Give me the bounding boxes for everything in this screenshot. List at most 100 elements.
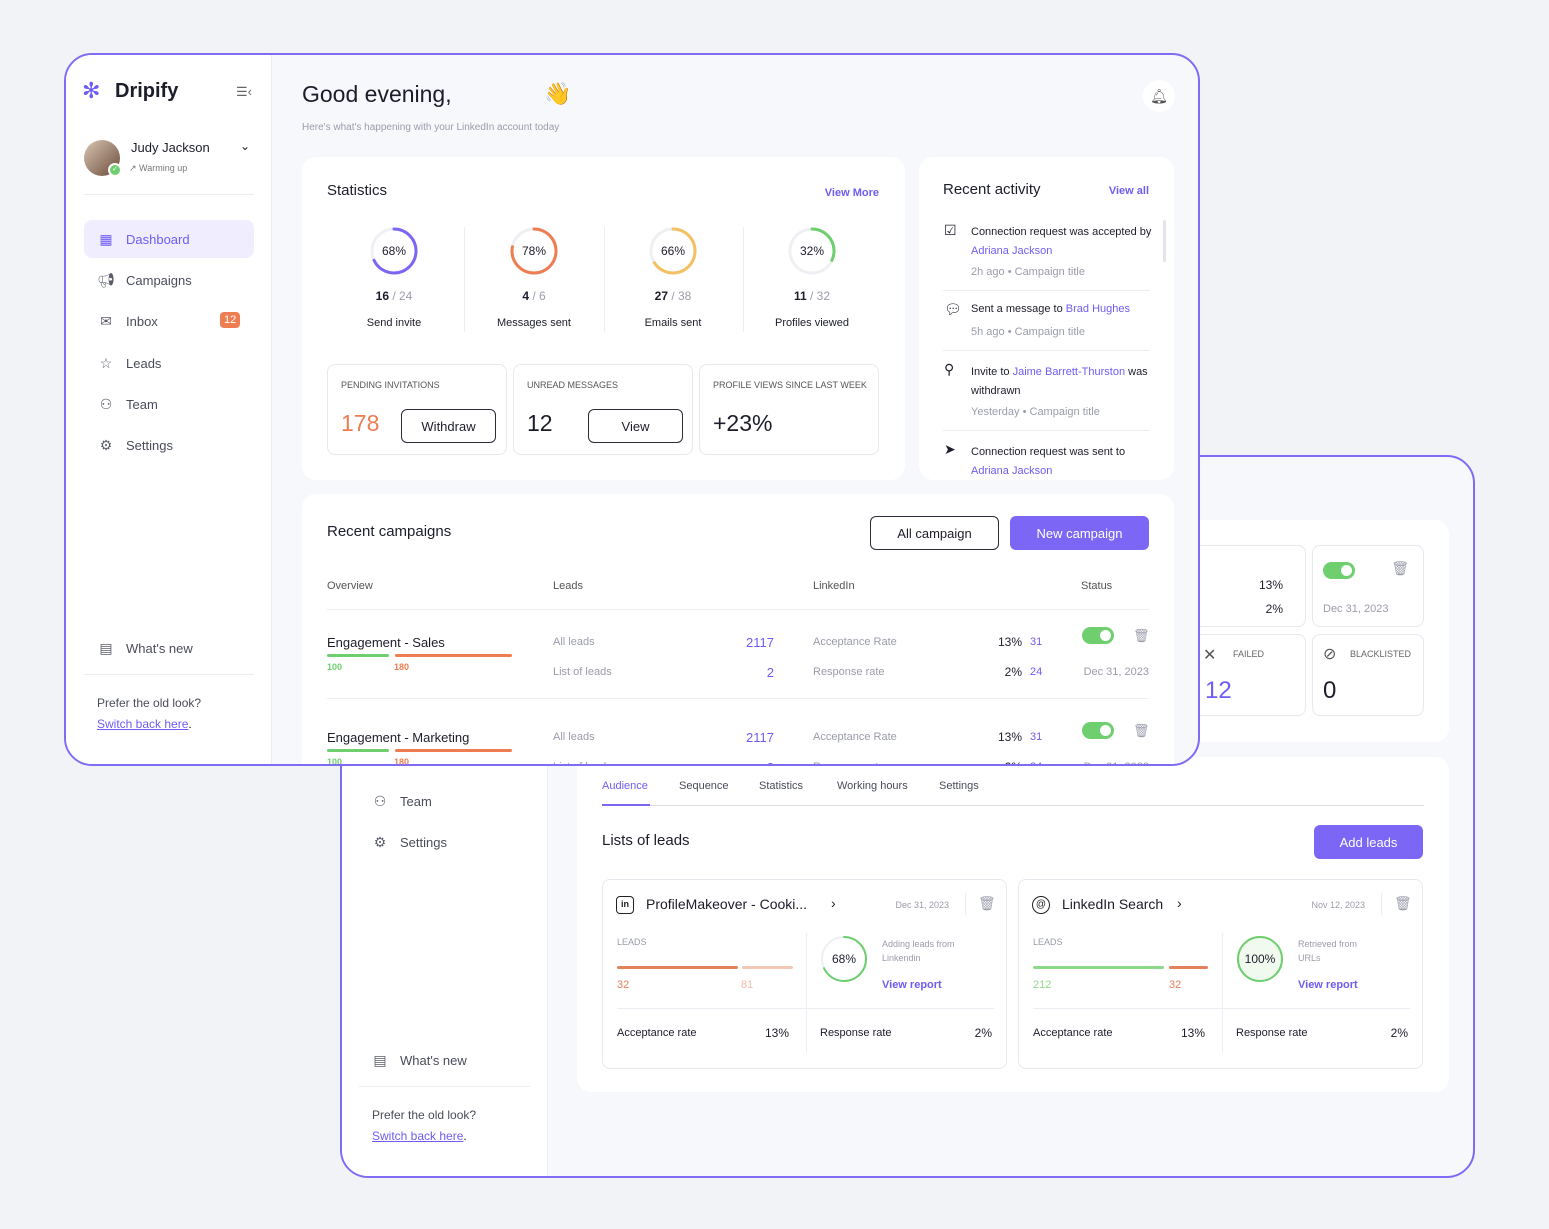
- activity-person[interactable]: Adriana Jackson: [971, 245, 1053, 257]
- activity-item[interactable]: Connection request was sent to Adriana J…: [971, 443, 1156, 480]
- sidebar-item-leads[interactable]: ☆ Leads: [84, 344, 254, 382]
- sidebar-item-inbox[interactable]: ✉ Inbox 12: [84, 302, 254, 340]
- list-leads-value[interactable]: 2: [767, 760, 774, 764]
- trash-icon[interactable]: 🗑: [978, 895, 996, 911]
- shield-check-icon: ✓: [108, 163, 122, 177]
- column-header: LinkedIn: [813, 580, 855, 592]
- activity-item[interactable]: Sent a message to Brad Hughes: [971, 303, 1156, 315]
- all-leads-label: All leads: [553, 636, 595, 648]
- all-campaign-button[interactable]: All campaign: [870, 516, 999, 550]
- campaign-name[interactable]: Engagement - Marketing: [327, 730, 470, 745]
- tab-sequence[interactable]: Sequence: [679, 780, 729, 792]
- new-campaign-button[interactable]: New campaign: [1010, 516, 1149, 550]
- tab-audience[interactable]: Audience: [602, 780, 648, 792]
- view-report-link[interactable]: View report: [882, 979, 942, 991]
- sidebar-item-team[interactable]: ⚇ Team: [84, 385, 254, 423]
- trash-icon[interactable]: 🗑: [1133, 628, 1150, 643]
- collapse-sidebar-icon[interactable]: ☰‹: [236, 84, 252, 99]
- done-count: 16: [375, 289, 389, 303]
- campaign-toggle[interactable]: [1082, 722, 1114, 739]
- stat-count: 4 / 6: [474, 289, 594, 303]
- greeting: Good evening,: [302, 81, 452, 107]
- progress-label: 32%: [799, 244, 825, 258]
- chevron-right-icon[interactable]: ›: [831, 895, 836, 911]
- view-all-link[interactable]: View all: [1108, 185, 1149, 197]
- activity-person[interactable]: Brad Hughes: [1065, 303, 1130, 315]
- total-count: / 38: [671, 289, 692, 303]
- stat-label: Messages sent: [497, 317, 571, 329]
- period: .: [188, 717, 192, 731]
- users-icon: ⚇: [373, 792, 387, 809]
- sidebar-item-team[interactable]: ⚇ Team: [358, 782, 528, 820]
- sidebar-item-settings[interactable]: ⚙ Settings: [358, 823, 528, 861]
- stat-label: Send invite: [366, 317, 422, 329]
- activity-person[interactable]: Jaime Barrett-Thurston: [1012, 366, 1126, 378]
- acceptance-count: 31: [1030, 731, 1043, 743]
- tab-working-hours[interactable]: Working hours: [837, 780, 908, 792]
- active-tab-indicator: [602, 804, 650, 806]
- sidebar-item-campaigns[interactable]: 📢︎ Campaigns: [84, 261, 254, 299]
- campaign-toggle[interactable]: [1082, 627, 1114, 644]
- lead-list-card[interactable]: @ LinkedIn Search › Nov 12, 2023 🗑 LEADS…: [1018, 879, 1423, 1069]
- all-leads-value[interactable]: 2117: [746, 730, 774, 745]
- statistics-title: Statistics: [327, 182, 388, 199]
- linkedin-icon: in: [616, 896, 634, 914]
- activity-text: Sent a message to: [971, 303, 1066, 315]
- all-leads-value[interactable]: 2117: [746, 635, 774, 650]
- period: .: [463, 1129, 467, 1143]
- activity-item[interactable]: Invite to Jaime Barrett-Thurston was wit…: [971, 363, 1156, 401]
- whats-new-link[interactable]: ▤ What's new: [84, 629, 254, 667]
- withdraw-button[interactable]: Withdraw: [401, 409, 496, 443]
- scrollbar[interactable]: [1163, 220, 1166, 262]
- list-title[interactable]: ProfileMakeover - Cooki...: [646, 896, 808, 912]
- all-leads-label: All leads: [553, 731, 595, 743]
- bell-icon[interactable]: 🔔︎: [1143, 80, 1175, 112]
- campaign-toggle[interactable]: [1323, 562, 1355, 579]
- activity-item[interactable]: Connection request was accepted by Adria…: [971, 223, 1156, 261]
- view-messages-button[interactable]: View: [588, 409, 683, 443]
- total-count: / 32: [810, 289, 831, 303]
- gear-icon: ⚙: [373, 833, 387, 850]
- list-description: Adding leads from Linkendin: [882, 939, 955, 963]
- add-leads-button[interactable]: Add leads: [1314, 825, 1423, 859]
- switch-back-link[interactable]: Switch back here: [372, 1129, 464, 1143]
- response-label: Response rate: [1236, 1027, 1308, 1039]
- list-leads-value[interactable]: 2: [766, 665, 774, 680]
- view-more-link[interactable]: View More: [824, 187, 879, 199]
- progress-ring: [788, 227, 836, 275]
- sidebar-item-dashboard[interactable]: ▦ Dashboard: [84, 220, 254, 258]
- user-name[interactable]: Judy Jackson: [131, 140, 210, 155]
- brand-name[interactable]: Dripify: [115, 80, 179, 102]
- user-status: Warming up: [139, 163, 188, 173]
- tab-settings[interactable]: Settings: [939, 780, 979, 792]
- old-look-text: Prefer the old look?: [97, 696, 202, 710]
- list-date: Dec 31, 2023: [895, 900, 949, 910]
- stat-count: 16 / 24: [334, 289, 454, 303]
- progress-ring: [1237, 936, 1283, 982]
- trash-icon[interactable]: 🗑: [1394, 895, 1412, 911]
- chevron-down-icon[interactable]: ⌄: [240, 139, 251, 153]
- activity-time: 5h ago: [971, 326, 1005, 338]
- chevron-right-icon[interactable]: ›: [1177, 895, 1182, 911]
- acceptance-count: 31: [1030, 636, 1043, 648]
- lead-list-card[interactable]: in ProfileMakeover - Cooki... › Dec 31, …: [602, 879, 1007, 1069]
- trash-icon[interactable]: 🗑: [1133, 723, 1150, 738]
- switch-back-link[interactable]: Switch back here: [97, 717, 189, 731]
- tab-statistics[interactable]: Statistics: [759, 780, 804, 792]
- stat-label: Profiles viewed: [775, 317, 849, 329]
- whats-new-link[interactable]: ▤ What's new: [358, 1041, 528, 1079]
- trash-icon[interactable]: 🗑: [1391, 560, 1409, 576]
- list-title[interactable]: LinkedIn Search: [1062, 896, 1164, 912]
- green-bar: [327, 654, 389, 657]
- activity-campaign: Campaign title: [1029, 406, 1100, 418]
- stat-label: Emails sent: [644, 317, 702, 329]
- sidebar-item-settings[interactable]: ⚙ Settings: [84, 426, 254, 464]
- box-value: 12: [527, 410, 553, 436]
- view-report-link[interactable]: View report: [1298, 979, 1358, 991]
- ban-icon: ⊘: [1323, 646, 1337, 663]
- activity-person[interactable]: Adriana Jackson: [971, 465, 1053, 477]
- blacklisted-label: BLACKLISTED: [1350, 649, 1412, 659]
- activity-text: Invite to: [971, 366, 1013, 378]
- gear-icon: ⚙: [99, 436, 113, 453]
- campaign-name[interactable]: Engagement - Sales: [327, 635, 445, 650]
